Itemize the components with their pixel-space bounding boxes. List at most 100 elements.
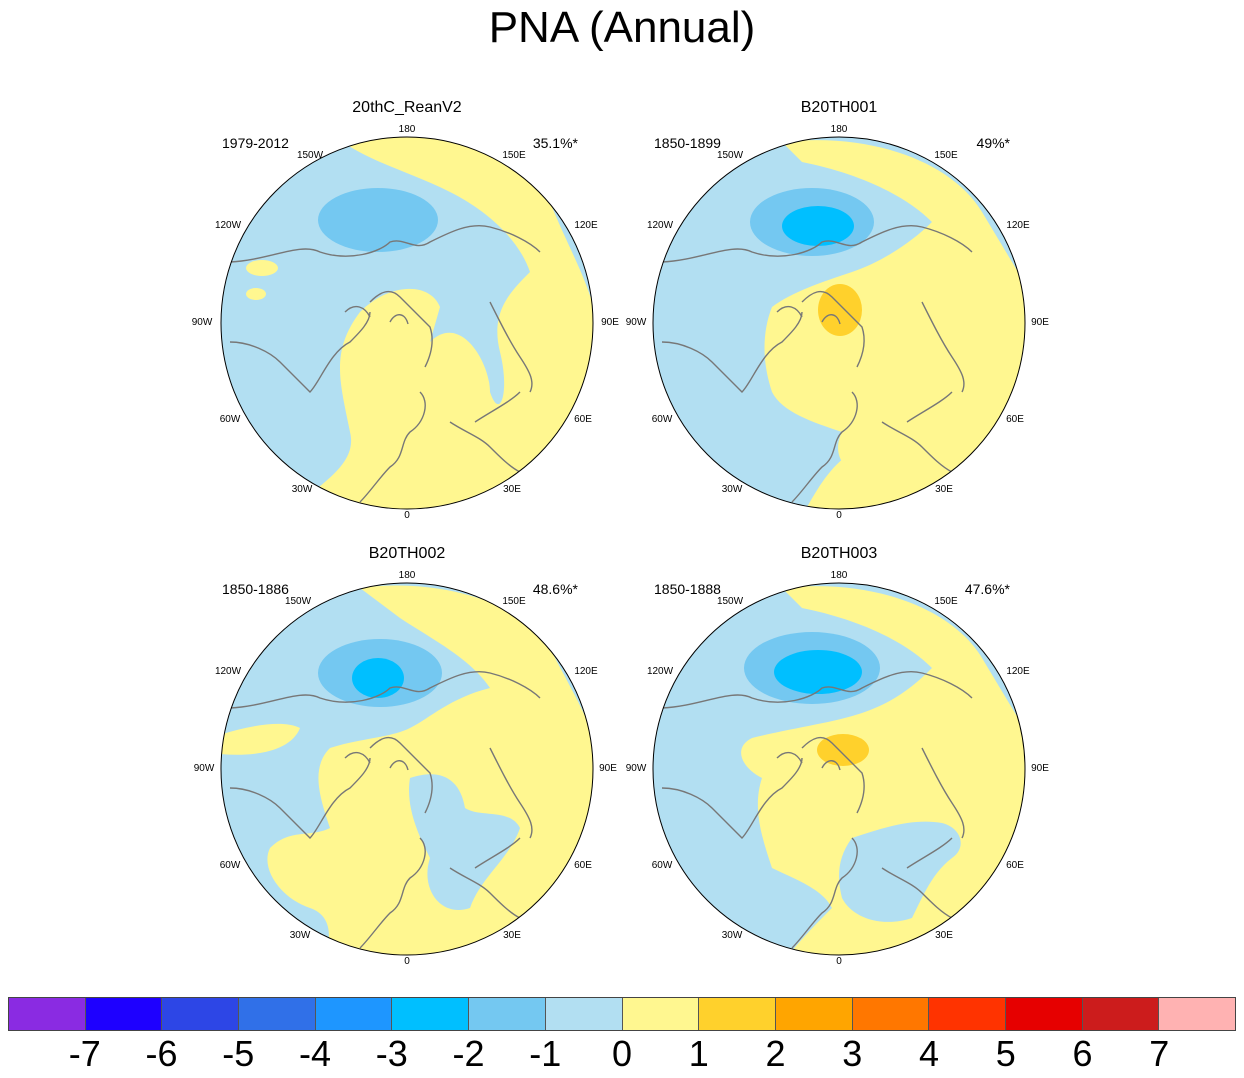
lon-label-120w: 120W xyxy=(647,220,674,231)
lon-label-60w: 60W xyxy=(652,860,673,871)
lon-label-180: 180 xyxy=(399,570,416,581)
lon-label-30e: 30E xyxy=(503,930,521,941)
lon-label-0: 0 xyxy=(836,956,842,967)
lon-label-150w: 150W xyxy=(717,596,744,607)
lon-label-120e: 120E xyxy=(574,666,598,677)
colorbar-tick-label: 7 xyxy=(1149,1033,1170,1074)
lon-label-120e: 120E xyxy=(574,220,598,231)
lon-label-30w: 30W xyxy=(292,484,313,495)
lon-label-90e: 90E xyxy=(601,317,619,328)
colorbar-segment xyxy=(162,998,240,1030)
colorbar-segment xyxy=(699,998,776,1030)
map-boundary xyxy=(220,136,594,510)
colorbar-segment xyxy=(622,998,700,1030)
lon-label-90e: 90E xyxy=(1031,763,1049,774)
panel-title: B20TH002 xyxy=(369,545,446,562)
lon-label-60w: 60W xyxy=(220,860,241,871)
panel-period: 1850-1888 xyxy=(654,581,721,597)
colorbar-tick-label: 0 xyxy=(611,1033,633,1074)
lon-label-120w: 120W xyxy=(215,220,242,231)
colorbar-tick-label: 1 xyxy=(688,1033,709,1074)
panel-title: B20TH001 xyxy=(801,99,878,116)
colorbar-segment xyxy=(239,998,316,1030)
positive-anomaly-patch xyxy=(246,288,266,300)
lon-label-30w: 30W xyxy=(290,930,311,941)
colorbar-segment xyxy=(545,998,623,1030)
lon-label-60w: 60W xyxy=(220,414,241,425)
lon-label-150e: 150E xyxy=(502,596,526,607)
panel-period: 1979-2012 xyxy=(222,135,289,151)
map-panel-b20th001: B20TH001 1850-1899 49%* 180 150W 150E 12… xyxy=(626,99,1050,521)
colorbar-segment xyxy=(315,998,393,1030)
lon-label-90w: 90W xyxy=(626,317,647,328)
lon-label-180: 180 xyxy=(831,124,848,135)
lon-label-60e: 60E xyxy=(574,414,592,425)
colorbar-tick-label: 4 xyxy=(918,1033,940,1074)
lon-label-0: 0 xyxy=(404,956,410,967)
colorbar-segment xyxy=(469,998,546,1030)
negative-anomaly-core xyxy=(318,188,438,252)
panel-title: 20thC_ReanV2 xyxy=(352,99,462,116)
positive-anomaly-patch xyxy=(246,260,278,276)
lon-label-150e: 150E xyxy=(934,150,958,161)
map-panel-20thc-reanv2: 20thC_ReanV2 1979-2012 35.1%* 180 150W 1… xyxy=(192,99,620,521)
lon-label-30w: 30W xyxy=(722,930,743,941)
lon-label-60e: 60E xyxy=(1006,860,1024,871)
lon-label-60w: 60W xyxy=(652,414,673,425)
colorbar-segment xyxy=(1082,998,1160,1030)
colorbar-tick-label: 6 xyxy=(1072,1033,1093,1074)
figure-title: PNA (Annual) xyxy=(488,3,756,52)
colorbar-segment xyxy=(9,998,86,1030)
colorbar-tick-label: -7 xyxy=(68,1033,101,1074)
lon-label-30e: 30E xyxy=(935,484,953,495)
colorbar-segment xyxy=(852,998,930,1030)
lon-label-90w: 90W xyxy=(194,763,215,774)
coastlines xyxy=(661,225,973,503)
positive-anomaly-region xyxy=(764,140,1025,509)
lon-label-150w: 150W xyxy=(285,596,312,607)
colorbar-tick-label: -2 xyxy=(452,1033,485,1074)
colorbar-tick-label: 5 xyxy=(995,1033,1016,1074)
map-boundary xyxy=(652,136,1026,510)
lon-label-90e: 90E xyxy=(599,763,617,774)
lon-label-150w: 150W xyxy=(297,150,324,161)
negative-anomaly-region xyxy=(839,821,961,922)
panel-variance: 47.6%* xyxy=(965,581,1011,597)
negative-anomaly-region xyxy=(409,774,520,910)
lon-label-30e: 30E xyxy=(935,930,953,941)
colorbar-tick-label: -3 xyxy=(375,1033,408,1074)
positive-anomaly-region xyxy=(741,586,1025,955)
lon-label-30w: 30W xyxy=(722,484,743,495)
coastlines xyxy=(661,671,973,949)
lon-label-120e: 120E xyxy=(1006,220,1030,231)
positive-anomaly-patch xyxy=(221,723,300,755)
lon-label-90e: 90E xyxy=(1031,317,1049,328)
colorbar-segment xyxy=(775,998,853,1030)
colorbar-tick-label: 2 xyxy=(765,1033,786,1074)
panel-variance: 49%* xyxy=(977,135,1011,151)
map-panel-b20th002: B20TH002 1850-1886 48.6%* 180 150W 150E … xyxy=(194,545,618,967)
panel-variance: 48.6%* xyxy=(533,581,579,597)
lon-label-180: 180 xyxy=(399,124,416,135)
lon-label-150w: 150W xyxy=(717,150,744,161)
negative-anomaly-core xyxy=(774,650,862,694)
lon-label-150e: 150E xyxy=(934,596,958,607)
lon-label-90w: 90W xyxy=(626,763,647,774)
lon-label-0: 0 xyxy=(404,510,410,521)
lon-label-60e: 60E xyxy=(574,860,592,871)
panel-period: 1850-1886 xyxy=(222,581,289,597)
lon-label-120e: 120E xyxy=(1006,666,1030,677)
lon-label-150e: 150E xyxy=(502,150,526,161)
positive-anomaly-core xyxy=(818,284,862,336)
colorbar-segment xyxy=(1005,998,1083,1030)
coastlines xyxy=(229,225,541,503)
lon-label-120w: 120W xyxy=(215,666,242,677)
coastlines xyxy=(229,671,541,949)
colorbar-tick-label: -1 xyxy=(529,1033,562,1074)
negative-anomaly-core xyxy=(782,206,854,246)
colorbar-segment xyxy=(1159,998,1235,1030)
colorbar-tick-label: -5 xyxy=(222,1033,255,1074)
positive-anomaly-region xyxy=(270,137,593,509)
colorbar-tick-label: 3 xyxy=(842,1033,863,1074)
negative-anomaly-core xyxy=(352,658,404,698)
